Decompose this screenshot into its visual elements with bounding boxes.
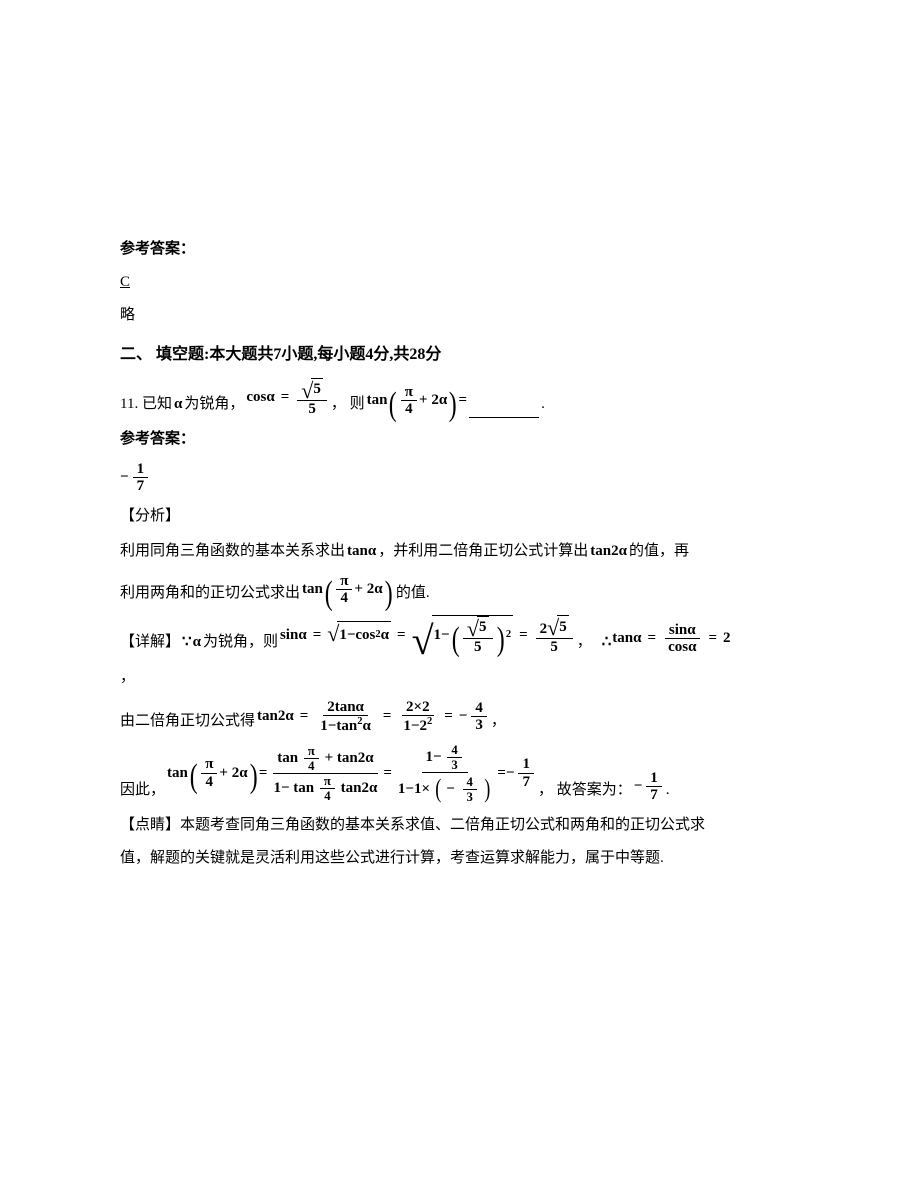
detail-1a: 为锐角，则 xyxy=(203,629,278,656)
detail-3c: . xyxy=(666,777,670,804)
section-2-heading: 二、 填空题:本大题共7小题,每小题4分,共28分 xyxy=(120,341,800,370)
tan-pi4-2a: tan ( π4 + 2α ) = xyxy=(367,384,467,418)
dianjing-line-2: 值，解题的关键就是灵活利用这些公式进行计算，考查运算求解能力，属于中等题. xyxy=(120,845,800,872)
answer-blank xyxy=(469,402,539,418)
sin-alpha-expr: sinα = √ 1− cos2α = √ 1− ( √55 )2 = 2√5 … xyxy=(280,615,575,656)
because-icon: ∵ xyxy=(182,629,191,656)
dianjing-head: 【点睛】 xyxy=(120,817,180,833)
final-answer: − 17 xyxy=(634,770,664,804)
alpha-2: α xyxy=(193,629,201,656)
analysis-line-1: 利用同角三角函数的基本关系求出 tanα ，并利用二倍角正切公式计算出 tan2… xyxy=(120,538,800,565)
tan-alpha-expr: tanα = sinα cosα = 2 xyxy=(612,622,730,656)
dianjing-1: 本题考查同角三角函数的基本关系求值、二倍角正切公式和两角和的正切公式求 xyxy=(180,817,705,833)
answer-c: C xyxy=(120,269,800,296)
q11-mid2: ， 则 xyxy=(331,391,365,418)
dianjing-line-1: 【点睛】本题考查同角三角函数的基本关系求值、二倍角正切公式和两角和的正切公式求 xyxy=(120,812,800,839)
detail-sep: ， xyxy=(577,629,592,656)
q11-suffix: . xyxy=(541,391,545,418)
tan-final-expr: tan ( π4 + 2α ) = tan π4 + tan2α 1− tan … xyxy=(167,743,536,804)
analysis-2a: 利用两角和的正切公式求出 xyxy=(120,580,300,607)
detail-2a: 由二倍角正切公式得 xyxy=(120,708,255,735)
reference-answer-label: 参考答案： xyxy=(120,236,800,263)
q11-prefix: 11. 已知 xyxy=(120,391,172,418)
detail-line-2: 由二倍角正切公式得 tan2α = 2tanα 1−tan2α = 2×2 1−… xyxy=(120,699,800,735)
tan-alpha: tanα xyxy=(347,538,376,565)
detail-3a: 因此， xyxy=(120,777,165,804)
alpha-symbol: α xyxy=(174,391,182,418)
cos-alpha-eq: cosα = √5 5 xyxy=(246,378,329,418)
detail-head: 【详解】 xyxy=(120,629,180,656)
detail-3b: ， 故答案为： xyxy=(538,777,632,804)
tan2a-expr: tan2α = 2tanα 1−tan2α = 2×2 1−22 = − 43 xyxy=(257,699,489,735)
analysis-1c: 的值，再 xyxy=(629,538,689,565)
reference-answer-label-2: 参考答案： xyxy=(120,426,800,453)
analysis-2b: 的值. xyxy=(396,580,430,607)
analysis-1a: 利用同角三角函数的基本关系求出 xyxy=(120,538,345,565)
detail-comma: ， xyxy=(120,664,800,691)
detail-line-1: 【详解】 ∵ α 为锐角，则 sinα = √ 1− cos2α = √ 1− … xyxy=(120,615,800,656)
document-page: 参考答案： C 略 二、 填空题:本大题共7小题,每小题4分,共28分 11. … xyxy=(0,0,920,1191)
detail-2b: ， xyxy=(491,708,506,735)
answer-value: − 17 xyxy=(120,461,800,495)
q11-mid1: 为锐角， xyxy=(184,391,244,418)
question-11: 11. 已知 α 为锐角， cosα = √5 5 ， 则 tan ( π4 +… xyxy=(120,378,800,418)
tan-pi4-2a-2: tan ( π4 + 2α ) xyxy=(302,573,394,607)
tan-2alpha: tan2α xyxy=(590,538,627,565)
omit-text: 略 xyxy=(120,302,800,329)
therefore-icon: ∴ xyxy=(602,629,611,656)
analysis-1b: ，并利用二倍角正切公式计算出 xyxy=(378,538,588,565)
detail-line-3: 因此， tan ( π4 + 2α ) = tan π4 + tan2α 1− … xyxy=(120,743,800,804)
analysis-heading: 【分析】 xyxy=(120,503,800,530)
analysis-line-2: 利用两角和的正切公式求出 tan ( π4 + 2α ) 的值. xyxy=(120,573,800,607)
